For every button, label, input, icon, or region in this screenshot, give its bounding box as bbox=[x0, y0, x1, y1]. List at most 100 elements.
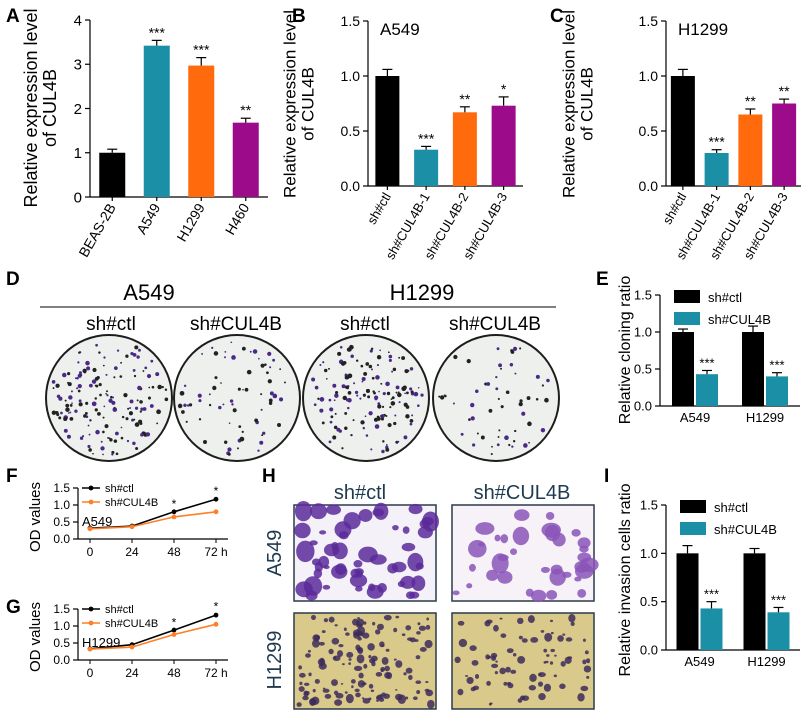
cell-blob bbox=[577, 552, 592, 563]
cell-blob bbox=[335, 563, 347, 576]
colony bbox=[519, 399, 523, 403]
colony bbox=[140, 407, 144, 411]
colony bbox=[355, 359, 359, 362]
colony bbox=[106, 394, 109, 397]
significance-label: *** bbox=[704, 587, 719, 602]
colony bbox=[328, 440, 332, 444]
cell-blob bbox=[485, 654, 490, 660]
colony bbox=[238, 425, 242, 429]
colony bbox=[58, 416, 62, 420]
dish-plate bbox=[434, 336, 558, 460]
cell-blob bbox=[465, 674, 469, 677]
colony bbox=[332, 383, 337, 388]
significance-label: *** bbox=[418, 130, 435, 146]
colony bbox=[52, 387, 55, 390]
colony bbox=[514, 429, 517, 433]
cell-blob bbox=[380, 668, 384, 673]
colony bbox=[385, 444, 388, 446]
colony bbox=[405, 405, 410, 409]
colony bbox=[78, 399, 82, 403]
cell-blob bbox=[310, 614, 316, 621]
cell-blob bbox=[574, 576, 582, 582]
cell-blob bbox=[544, 660, 549, 664]
cell-blob bbox=[367, 643, 375, 651]
colony bbox=[134, 345, 139, 350]
cell-blob bbox=[418, 625, 427, 631]
colony bbox=[341, 384, 346, 389]
cell-blob bbox=[394, 689, 398, 691]
cell-blob bbox=[582, 659, 587, 665]
chart-g-annotation: H1299 bbox=[82, 635, 120, 650]
colony bbox=[395, 385, 400, 390]
data-point bbox=[129, 644, 135, 650]
colony bbox=[346, 386, 350, 390]
cell-blob bbox=[323, 543, 340, 557]
data-point bbox=[129, 524, 135, 530]
cell-blob bbox=[322, 687, 326, 690]
chart-c-ytick-label: 0.5 bbox=[639, 123, 659, 139]
data-point bbox=[213, 496, 219, 502]
colony bbox=[105, 373, 108, 376]
colony bbox=[269, 366, 272, 369]
colony bbox=[376, 416, 381, 421]
colony bbox=[344, 411, 348, 415]
colony bbox=[352, 419, 355, 422]
colony bbox=[329, 420, 333, 424]
cell-blob bbox=[425, 680, 429, 684]
bar-a549-shcul4b bbox=[696, 374, 718, 406]
colony bbox=[95, 429, 100, 435]
cell-blob bbox=[305, 590, 318, 601]
cell-blob bbox=[580, 685, 589, 692]
cell-blob bbox=[296, 540, 315, 563]
colony bbox=[498, 429, 501, 432]
colony bbox=[484, 382, 488, 386]
cell-blob bbox=[574, 561, 590, 573]
colony bbox=[67, 412, 70, 414]
colony bbox=[387, 423, 392, 428]
colony bbox=[376, 364, 380, 367]
chart-f-ylabel: OD values bbox=[27, 482, 44, 552]
chart-i-invasion-ratio-bar: 0.0 0.5 1.0 1.5 Relative invasion cells rati… bbox=[617, 483, 800, 676]
legend-label: sh#ctl bbox=[714, 500, 748, 515]
colony bbox=[332, 435, 337, 440]
cell-blob bbox=[318, 641, 325, 646]
colony bbox=[76, 387, 79, 390]
cell-blob bbox=[333, 656, 337, 660]
cell-blob bbox=[582, 638, 586, 642]
colony bbox=[488, 408, 493, 413]
chart-a-ytick-label: 2 bbox=[74, 101, 82, 118]
colony bbox=[103, 405, 106, 408]
chart-b-title: A549 bbox=[380, 20, 420, 39]
colony bbox=[333, 399, 336, 402]
colony bbox=[76, 376, 79, 380]
cell-blob bbox=[328, 616, 335, 623]
transwell-frame bbox=[293, 612, 437, 710]
colony bbox=[336, 427, 341, 432]
chart-i-ytick-label: 1.5 bbox=[640, 498, 658, 513]
colony bbox=[519, 347, 522, 350]
colony bbox=[347, 406, 350, 410]
cell-blob bbox=[370, 689, 375, 693]
colony bbox=[181, 410, 185, 414]
colony bbox=[411, 414, 414, 417]
colony bbox=[128, 411, 134, 416]
colony bbox=[453, 354, 458, 360]
data-point bbox=[171, 627, 177, 633]
cell-blob bbox=[357, 680, 365, 688]
cell-blob bbox=[314, 562, 324, 572]
colony bbox=[379, 349, 382, 352]
cell-blob bbox=[521, 638, 528, 643]
cell-blob bbox=[299, 681, 303, 686]
bar-sh-cul4b-1 bbox=[414, 149, 439, 186]
bar-sh-ctl bbox=[375, 76, 400, 186]
colony bbox=[231, 403, 234, 406]
colony bbox=[417, 404, 420, 407]
cell-blob bbox=[500, 534, 509, 544]
colony bbox=[149, 404, 154, 408]
colony bbox=[132, 368, 136, 372]
colony bbox=[365, 362, 370, 366]
cell-blob bbox=[427, 699, 435, 709]
colony bbox=[347, 390, 352, 395]
cell-blob bbox=[505, 666, 511, 673]
colony bbox=[106, 390, 109, 393]
